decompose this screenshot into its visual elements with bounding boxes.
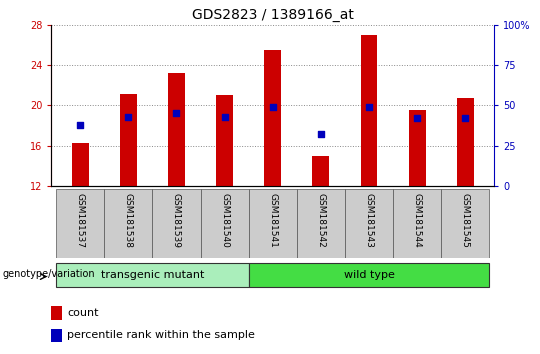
- Bar: [248, 263, 489, 287]
- Bar: [56, 189, 104, 258]
- Bar: [264, 50, 281, 186]
- Bar: [361, 35, 377, 186]
- Point: [461, 115, 470, 121]
- Point: [316, 131, 325, 136]
- Bar: [248, 189, 297, 258]
- Point: [76, 122, 84, 128]
- Bar: [104, 189, 152, 258]
- Text: GSM181537: GSM181537: [76, 193, 85, 248]
- Bar: [216, 95, 233, 186]
- Title: GDS2823 / 1389166_at: GDS2823 / 1389166_at: [192, 8, 354, 22]
- Bar: [441, 189, 489, 258]
- Text: GSM181545: GSM181545: [461, 193, 470, 248]
- Bar: [51, 307, 62, 320]
- Bar: [56, 263, 248, 287]
- Text: GSM181538: GSM181538: [124, 193, 133, 248]
- Bar: [297, 189, 345, 258]
- Point: [124, 115, 133, 120]
- Text: wild type: wild type: [343, 270, 394, 280]
- Bar: [152, 189, 200, 258]
- Text: GSM181541: GSM181541: [268, 193, 277, 248]
- Bar: [457, 98, 474, 186]
- Text: GSM181539: GSM181539: [172, 193, 181, 248]
- Bar: [200, 189, 248, 258]
- Text: count: count: [68, 308, 99, 318]
- Text: percentile rank within the sample: percentile rank within the sample: [68, 330, 255, 341]
- Bar: [168, 73, 185, 186]
- Bar: [409, 110, 426, 186]
- Bar: [72, 143, 89, 186]
- Point: [268, 104, 277, 110]
- Text: GSM181543: GSM181543: [364, 193, 374, 248]
- Bar: [345, 189, 393, 258]
- Bar: [120, 94, 137, 186]
- Point: [364, 104, 373, 110]
- Text: GSM181542: GSM181542: [316, 193, 325, 247]
- Point: [220, 115, 229, 120]
- Point: [413, 115, 421, 121]
- Text: genotype/variation: genotype/variation: [3, 269, 95, 279]
- Bar: [51, 329, 62, 342]
- Text: transgenic mutant: transgenic mutant: [100, 270, 204, 280]
- Text: GSM181540: GSM181540: [220, 193, 229, 248]
- Text: GSM181544: GSM181544: [413, 193, 422, 247]
- Bar: [313, 156, 329, 186]
- Bar: [393, 189, 441, 258]
- Point: [172, 110, 181, 116]
